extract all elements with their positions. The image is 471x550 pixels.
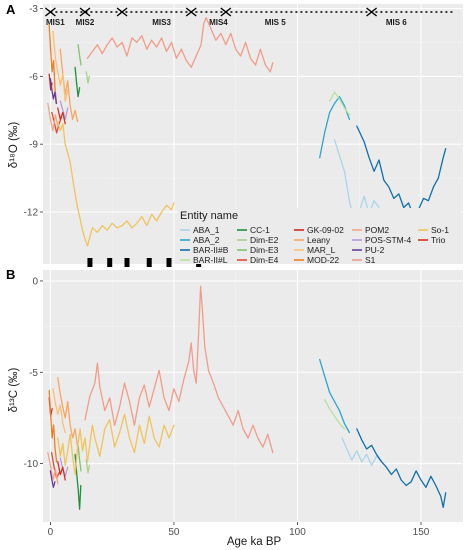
mis-label: MIS 5 xyxy=(265,18,286,27)
legend-entry: GK-09-02 xyxy=(307,225,344,235)
mis-boundary-chevron xyxy=(116,7,128,17)
legend-entry: Dim-E2 xyxy=(250,235,279,245)
panel-b-grid xyxy=(43,270,463,522)
mis-label: MIS2 xyxy=(76,18,95,27)
y-tick-label: -9 xyxy=(29,140,38,151)
y-tick-label: -6 xyxy=(29,72,38,83)
mis-boundary-chevron xyxy=(220,7,232,17)
legend-title: Entity name xyxy=(180,210,238,222)
series-line-pos-stm-4 xyxy=(59,100,69,120)
series-line-dim-e4 xyxy=(51,111,63,134)
series-line-dim-e3 xyxy=(77,444,82,472)
legend-entry: BAR-II#B xyxy=(193,245,229,255)
series-line-mod-22 xyxy=(48,389,58,463)
panel-a-y-axis-title: δ¹⁸O (‰) xyxy=(8,122,20,169)
series-line-dim-e3 xyxy=(77,44,82,66)
legend-entry: ABA_2 xyxy=(193,235,220,245)
series-line-cc-1 xyxy=(74,66,81,98)
series-line-so-1 xyxy=(57,413,175,476)
series-line-s1 xyxy=(86,16,274,73)
x-tick-label: 100 xyxy=(289,527,306,538)
series-line-aba-2 xyxy=(319,96,351,159)
legend-entry: PU-2 xyxy=(365,245,385,255)
y-tick-label: -12 xyxy=(24,208,39,219)
panel-a-mis-bar: MIS1 MIS2 MIS3 MIS4 MIS 5 MIS 6 xyxy=(44,7,454,27)
series-line-leany xyxy=(57,377,79,448)
series-line-pom2 xyxy=(47,451,59,485)
series-line-so-1 xyxy=(57,120,175,247)
series-line-mar-l xyxy=(52,30,69,102)
legend-background xyxy=(178,208,461,264)
series-line-trio xyxy=(57,107,66,125)
series-line-pu-2 xyxy=(49,470,56,488)
legend-entry: MAR_L xyxy=(307,245,336,255)
heinrich-marker xyxy=(87,258,93,267)
series-line-aba-2 xyxy=(319,358,351,434)
legend-entry: ABA_1 xyxy=(193,225,220,235)
heinrich-marker xyxy=(107,258,113,267)
legend-entry: BAR-II#L xyxy=(193,255,228,265)
y-tick-label: -3 xyxy=(29,4,38,15)
mis-label: MIS 6 xyxy=(386,18,407,27)
y-tick-label: 0 xyxy=(32,276,38,287)
y-tick-label: -10 xyxy=(24,459,39,470)
panel-a-series xyxy=(47,16,447,247)
mis-label: MIS4 xyxy=(209,18,228,27)
mis-boundary-chevron xyxy=(366,7,378,17)
legend-entry: Trio xyxy=(431,235,446,245)
legend-entry: So-1 xyxy=(431,225,449,235)
panel-a-y-ticks: -3 -6 -9 -12 xyxy=(24,4,43,219)
series-line-dim-e2 xyxy=(85,71,91,84)
series-line-mar-l xyxy=(52,388,66,434)
legend-entry: CC-1 xyxy=(250,225,270,235)
legend-entry: POM2 xyxy=(365,225,389,235)
panel-b-series xyxy=(47,285,447,510)
panel-b-letter: B xyxy=(6,267,15,282)
mis-boundary-chevron xyxy=(44,7,56,17)
mis-label: MIS1 xyxy=(46,18,65,27)
legend-entry: Dim-E4 xyxy=(250,255,279,265)
series-line-pu-2 xyxy=(49,77,57,105)
series-line-trio xyxy=(57,461,66,481)
series-line-pom2 xyxy=(47,102,59,132)
panel-a-letter: A xyxy=(6,2,16,17)
mis-label: MIS3 xyxy=(152,18,171,27)
panel-b: 0 -5 -10 0 50 100 150 B δ¹³C (‰) Age ka BP xyxy=(6,267,463,548)
legend-entry: Dim-E3 xyxy=(250,245,279,255)
panel-b-background xyxy=(43,270,463,522)
series-line-bar-ii-b xyxy=(356,428,447,509)
legend-entry: S1 xyxy=(365,255,376,265)
x-tick-label: 150 xyxy=(413,527,430,538)
x-tick-label: 50 xyxy=(168,527,180,538)
mis-boundary-chevron xyxy=(79,7,91,17)
series-line-bar-ii-l xyxy=(328,91,351,116)
legend-entry: Leany xyxy=(307,235,331,245)
legend-entry: POS-STM-4 xyxy=(365,235,412,245)
panel-b-y-axis-title: δ¹³C (‰) xyxy=(8,367,20,412)
series-line-s1 xyxy=(84,285,274,454)
legend-entry: MOD-22 xyxy=(307,255,339,265)
mis-boundary-chevron xyxy=(185,7,197,17)
heinrich-marker xyxy=(124,258,130,267)
panel-b-ticks: 0 -5 -10 0 50 100 150 xyxy=(24,276,430,538)
series-line-dim-e2 xyxy=(85,459,91,474)
y-tick-label: -5 xyxy=(29,368,38,379)
heinrich-marker xyxy=(146,258,152,267)
series-line-aba-1 xyxy=(341,437,383,467)
series-line-bar-ii-b xyxy=(356,125,447,218)
x-axis-title: Age ka BP xyxy=(227,536,282,548)
heinrich-marker xyxy=(166,258,172,267)
series-line-bar-ii-l xyxy=(323,399,346,430)
x-tick-label: 0 xyxy=(48,527,54,538)
